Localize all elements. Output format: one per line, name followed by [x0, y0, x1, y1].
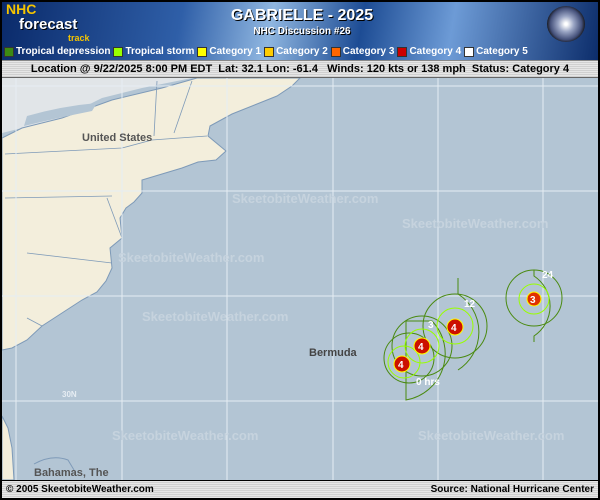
track-point-12hrs[interactable]: 4 [446, 318, 464, 336]
category-number: 4 [398, 360, 404, 371]
track-point-0hrs[interactable]: 4 [393, 355, 411, 373]
legend-item-cat2: Category 2 [264, 46, 328, 58]
watermark: SkeetobiteWeather.com [418, 428, 564, 443]
legend-label: Category 5 [476, 46, 528, 57]
legend-label: Category 4 [409, 46, 462, 57]
track-point-24hrs[interactable]: 3 [526, 291, 542, 307]
legend-item-cat4: Category 4 [397, 46, 461, 58]
storm-title: GABRIELLE - 2025 [230, 7, 374, 24]
source-credit: Source: National Hurricane Center [430, 484, 594, 495]
legend-item-td: Tropical depression [4, 46, 110, 58]
legend-item-ts: Tropical storm [113, 46, 194, 58]
discussion-subtitle: NHC Discussion #26 [253, 26, 351, 37]
swatch-icon [113, 47, 124, 57]
track-map[interactable]: SkeetobiteWeather.com SkeetobiteWeather.… [2, 78, 598, 480]
hours-label: 24 [542, 270, 554, 281]
legend-label: Category 2 [276, 46, 328, 57]
legend-label: Tropical storm [125, 46, 195, 57]
watermark: SkeetobiteWeather.com [118, 250, 264, 265]
label-bermuda: Bermuda [309, 347, 358, 359]
land-florida [2, 415, 15, 480]
watermark: SkeetobiteWeather.com [142, 309, 288, 324]
legend-label: Category 1 [209, 46, 262, 57]
logo-forecast: forecast [19, 16, 78, 33]
legend-label: Category 3 [342, 46, 395, 57]
ts-radii [387, 283, 550, 379]
hours-label: 3 [428, 320, 434, 331]
swatch-icon [464, 47, 475, 57]
land-us [2, 78, 301, 351]
legend-item-cat3: Category 3 [330, 46, 395, 58]
watermark: SkeetobiteWeather.com [112, 428, 258, 443]
label-united-states: United States [82, 132, 152, 144]
swatch-icon [330, 47, 341, 57]
watermarks: SkeetobiteWeather.com SkeetobiteWeather.… [112, 191, 564, 443]
watermark: SkeetobiteWeather.com [232, 191, 378, 206]
hours-label: 0 hrs [416, 377, 440, 388]
legend-item-cat5: Category 5 [464, 46, 528, 58]
hurricane-satellite-icon [547, 6, 585, 42]
label-30n: 30N [62, 390, 77, 399]
watermark: SkeetobiteWeather.com [402, 216, 548, 231]
swatch-icon [397, 47, 408, 57]
category-number: 4 [418, 342, 424, 353]
swatch-icon [4, 47, 14, 57]
category-legend: Tropical depression Tropical storm Categ… [4, 46, 528, 58]
copyright: © 2005 SkeetobiteWeather.com [6, 484, 154, 495]
hours-label: 12 [464, 299, 476, 310]
footer-bar: © 2005 SkeetobiteWeather.com Source: Nat… [2, 480, 598, 498]
category-number: 4 [451, 323, 457, 334]
swatch-icon [264, 47, 275, 57]
status-bar: Location @ 9/22/2025 8:00 PM EDT Lat: 32… [2, 60, 598, 78]
great-lakes [24, 103, 97, 126]
bahamas-islands [33, 457, 75, 471]
logo-nhc: NHC [6, 2, 37, 17]
category-number: 3 [530, 295, 536, 306]
forecast-track-markers: 4 4 4 3 0 hrs 3 12 24 [393, 270, 554, 388]
header-banner: NHC forecast track GABRIELLE - 2025 NHC … [2, 2, 598, 60]
swatch-icon [197, 47, 208, 57]
grid-lines [2, 78, 598, 480]
legend-label: Tropical depression [16, 46, 111, 57]
track-point-3hrs[interactable]: 4 [413, 337, 431, 355]
legend-item-cat1: Category 1 [197, 46, 261, 58]
logo-track: track [68, 33, 90, 43]
state-borders [4, 80, 208, 327]
label-bahamas: Bahamas, The [34, 467, 109, 479]
